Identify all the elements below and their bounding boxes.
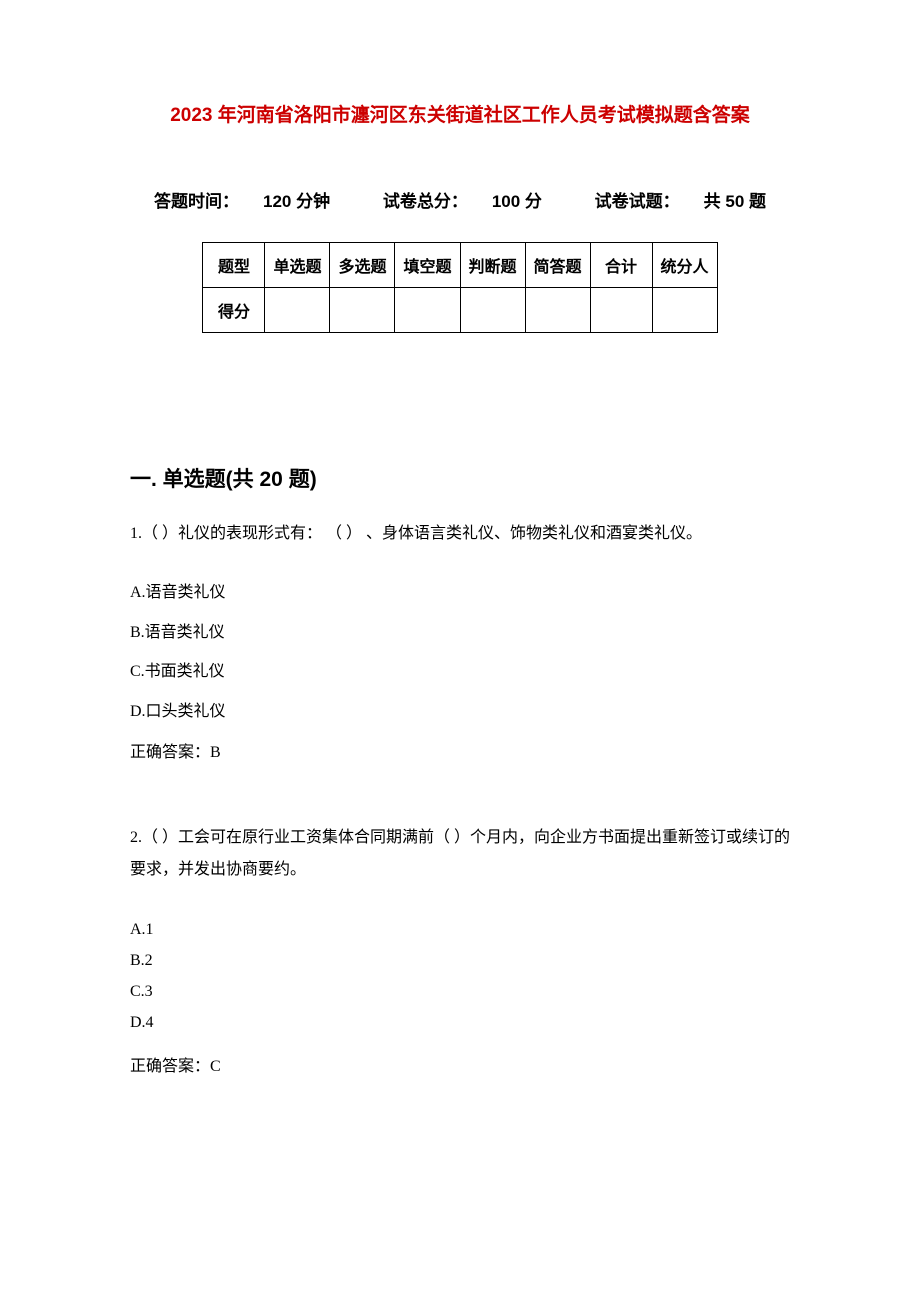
document-title: 2023 年河南省洛阳市瀍河区东关街道社区工作人员考试模拟题含答案 [130,100,790,127]
question-text: 1.（ ）礼仪的表现形式有： （ ） 、身体语言类礼仪、饰物类礼仪和酒宴类礼仪。 [130,518,790,550]
score-cell [330,288,395,333]
option-a: A.1 [130,916,790,945]
header-cell: 题型 [203,243,265,288]
table-score-row: 得分 [203,288,717,333]
option-a: A.语音类礼仪 [130,580,790,606]
total-label: 试卷总分：100 分 [371,192,554,211]
question-2: 2.（ ）工会可在原行业工资集体合同期满前（ ）个月内，向企业方书面提出重新签订… [130,822,790,1075]
option-d: D.4 [130,1009,790,1038]
question-1: 1.（ ）礼仪的表现形式有： （ ） 、身体语言类礼仪、饰物类礼仪和酒宴类礼仪。… [130,518,790,762]
header-cell: 多选题 [330,243,395,288]
time-label: 答题时间：120 分钟 [142,192,342,211]
score-cell [265,288,330,333]
option-c: C.书面类礼仪 [130,659,790,685]
option-b: B.语音类礼仪 [130,620,790,646]
header-cell: 统分人 [652,243,717,288]
score-cell [395,288,460,333]
header-cell: 填空题 [395,243,460,288]
exam-info-line: 答题时间：120 分钟 试卷总分：100 分 试卷试题：共 50 题 [130,187,790,212]
header-cell: 简答题 [525,243,590,288]
score-cell [460,288,525,333]
option-d: D.口头类礼仪 [130,699,790,725]
answer: 正确答案：B [130,738,790,762]
section-title: 一. 单选题(共 20 题) [130,463,790,493]
header-cell: 判断题 [460,243,525,288]
question-text: 2.（ ）工会可在原行业工资集体合同期满前（ ）个月内，向企业方书面提出重新签订… [130,822,790,886]
count-label: 试卷试题：共 50 题 [583,192,778,211]
score-cell [525,288,590,333]
score-cell [590,288,652,333]
header-cell: 单选题 [265,243,330,288]
score-table: 题型 单选题 多选题 填空题 判断题 简答题 合计 统分人 得分 [202,242,717,333]
score-label-cell: 得分 [203,288,265,333]
answer: 正确答案：C [130,1052,790,1076]
option-b: B.2 [130,947,790,976]
option-c: C.3 [130,978,790,1007]
score-cell [652,288,717,333]
table-header-row: 题型 单选题 多选题 填空题 判断题 简答题 合计 统分人 [203,243,717,288]
header-cell: 合计 [590,243,652,288]
